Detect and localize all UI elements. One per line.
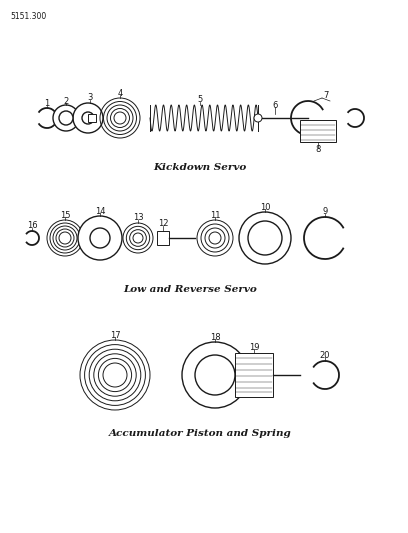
Text: 11: 11 — [210, 211, 220, 220]
Text: 5151.300: 5151.300 — [10, 12, 46, 21]
Circle shape — [195, 355, 235, 395]
Text: 19: 19 — [249, 343, 259, 351]
Circle shape — [78, 216, 122, 260]
Bar — [235, 353, 273, 397]
Bar — [157, 231, 169, 245]
Text: 10: 10 — [260, 203, 270, 212]
Text: 6: 6 — [272, 101, 278, 109]
Text: 8: 8 — [315, 146, 321, 155]
Text: 15: 15 — [60, 211, 70, 220]
Text: Kickdown Servo: Kickdown Servo — [153, 164, 246, 173]
Text: 2: 2 — [63, 96, 69, 106]
Text: 1: 1 — [44, 100, 50, 109]
Bar — [88, 114, 96, 122]
Text: 16: 16 — [27, 222, 37, 230]
Text: Low and Reverse Servo: Low and Reverse Servo — [123, 286, 257, 295]
Text: 4: 4 — [118, 88, 123, 98]
Text: 17: 17 — [110, 330, 120, 340]
Text: 5: 5 — [197, 95, 203, 104]
Text: 13: 13 — [133, 214, 143, 222]
Circle shape — [182, 342, 248, 408]
Circle shape — [239, 212, 291, 264]
Text: 12: 12 — [158, 220, 168, 229]
Circle shape — [53, 105, 79, 131]
Circle shape — [82, 112, 94, 124]
Bar — [300, 120, 336, 142]
Text: Accumulator Piston and Spring: Accumulator Piston and Spring — [109, 429, 291, 438]
Text: 18: 18 — [210, 333, 220, 342]
Circle shape — [248, 221, 282, 255]
Text: 3: 3 — [87, 93, 93, 102]
Circle shape — [90, 228, 110, 248]
Circle shape — [59, 111, 73, 125]
Text: 14: 14 — [95, 206, 105, 215]
Text: 9: 9 — [322, 207, 328, 216]
Circle shape — [73, 103, 103, 133]
Circle shape — [254, 114, 262, 122]
Text: 7: 7 — [323, 92, 329, 101]
Text: 20: 20 — [320, 351, 330, 359]
